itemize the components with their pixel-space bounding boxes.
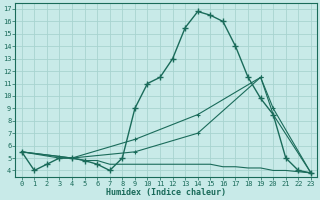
X-axis label: Humidex (Indice chaleur): Humidex (Indice chaleur) xyxy=(106,188,226,197)
